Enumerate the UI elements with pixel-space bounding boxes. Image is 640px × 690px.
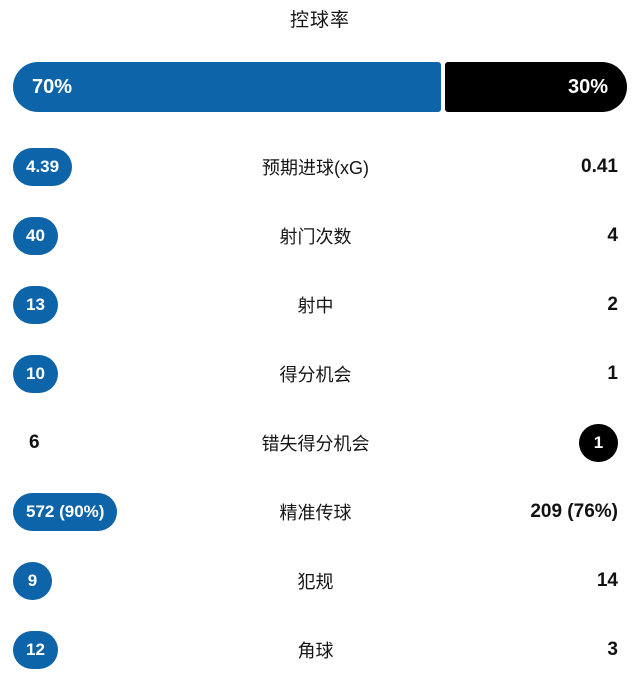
- away-value-pill: 1: [579, 423, 618, 462]
- home-value: 6: [29, 431, 40, 453]
- away-value-cell: 4: [607, 225, 618, 247]
- away-value: 209 (76%): [530, 500, 618, 522]
- away-value: 0.41: [581, 155, 618, 177]
- stat-row: 4.39 预期进球(xG) 0.41: [0, 132, 640, 201]
- stat-row: 6 错失得分机会 1: [0, 408, 640, 477]
- home-value-pill: 40: [13, 216, 58, 255]
- home-value-pill: 12: [13, 630, 58, 669]
- stat-label: 预期进球(xG): [262, 157, 369, 178]
- stat-label: 得分机会: [279, 364, 352, 385]
- possession-title: 控球率: [289, 10, 350, 31]
- away-value-cell: 14: [597, 570, 618, 592]
- home-value-cell: 9: [13, 561, 52, 600]
- away-value: 14: [596, 569, 618, 591]
- home-value-pill: 9: [13, 561, 52, 600]
- stat-row: 13 射中 2: [0, 270, 640, 339]
- possession-bar: 70% 30%: [13, 62, 627, 112]
- stat-label: 精准传球: [279, 502, 352, 523]
- possession-away-value: 30%: [567, 75, 608, 98]
- stat-row: 12 角球 3: [0, 615, 640, 684]
- stat-row: 572 (90%) 精准传球 209 (76%): [0, 477, 640, 546]
- stat-label: 射中: [297, 295, 334, 316]
- stat-row: 10 得分机会 1: [0, 339, 640, 408]
- away-value: 1: [607, 362, 618, 384]
- away-value-cell: 1: [579, 423, 618, 462]
- away-value-cell: 2: [607, 294, 618, 316]
- away-value: 2: [607, 293, 618, 315]
- away-value-cell: 3: [607, 639, 618, 661]
- away-value-cell: 1: [607, 363, 618, 385]
- possession-home-value: 70%: [32, 75, 73, 98]
- stat-label: 射门次数: [279, 226, 352, 247]
- away-value-cell: 209 (76%): [530, 501, 618, 523]
- stat-label: 角球: [297, 640, 334, 661]
- home-value-cell: 572 (90%): [13, 492, 118, 531]
- home-value-cell: 12: [13, 630, 58, 669]
- home-value-pill: 13: [13, 285, 58, 324]
- possession-bar-home-segment: 70%: [13, 62, 441, 112]
- home-value-pill: 4.39: [13, 147, 73, 186]
- stat-row: 9 犯规 14: [0, 546, 640, 615]
- home-value-cell: 6: [13, 432, 40, 454]
- stats-list: 4.39 预期进球(xG) 0.41 40 射门次数 4 13 射中 2 10 得分机会 1 6 错失得分…: [0, 132, 640, 684]
- away-value: 3: [607, 638, 618, 660]
- stat-row: 40 射门次数 4: [0, 201, 640, 270]
- home-value-cell: 40: [13, 216, 58, 255]
- home-value-cell: 4.39: [13, 147, 73, 186]
- away-value: 4: [607, 224, 618, 246]
- stat-label: 错失得分机会: [261, 433, 370, 454]
- home-value-cell: 13: [13, 285, 58, 324]
- away-value-cell: 0.41: [581, 156, 618, 178]
- stat-label: 犯规: [297, 571, 334, 592]
- home-value-cell: 10: [13, 354, 58, 393]
- home-value-pill: 10: [13, 354, 58, 393]
- home-value-pill: 572 (90%): [13, 492, 118, 531]
- possession-bar-away-segment: 30%: [444, 62, 627, 112]
